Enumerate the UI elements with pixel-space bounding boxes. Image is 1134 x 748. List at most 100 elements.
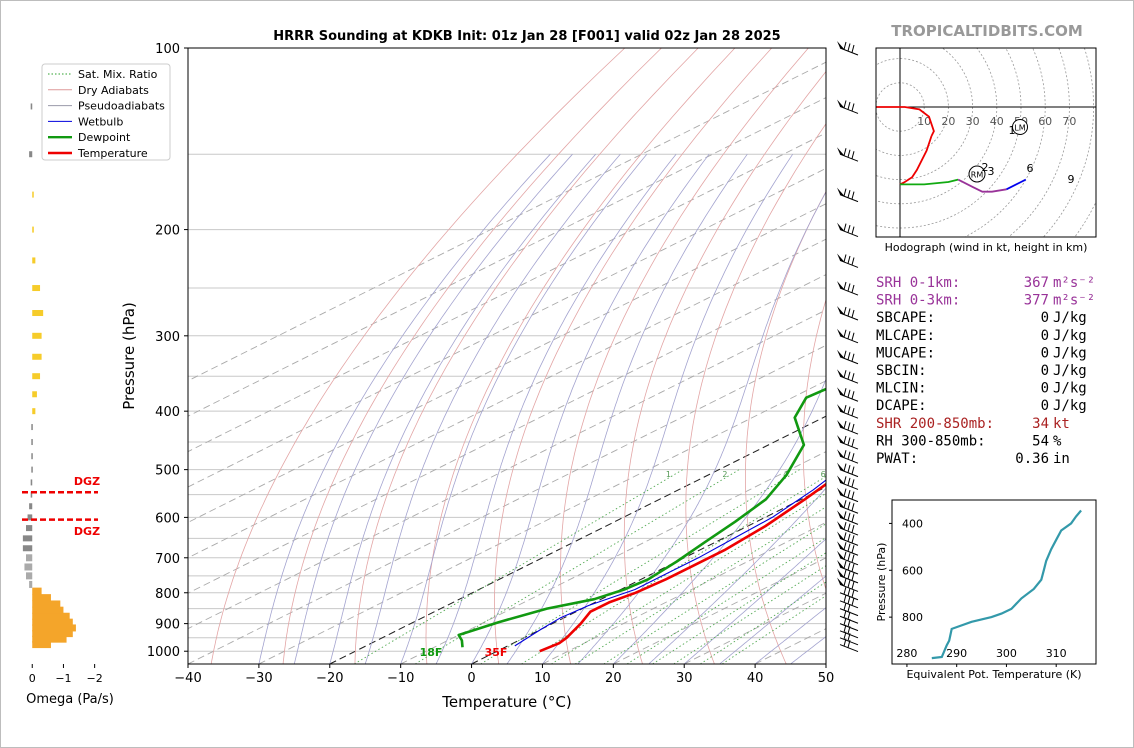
theta-e-x-tick-label: 300 <box>996 647 1017 660</box>
pseudoadiabat-line <box>719 575 826 664</box>
wind-barb <box>837 499 859 514</box>
index-unit: J/kg <box>1053 328 1087 344</box>
theta-e-x-tick-label: 290 <box>946 647 967 660</box>
pseudoadiabat-line <box>435 153 677 664</box>
x-tick-label: 50 <box>818 671 835 686</box>
y-tick-label: 200 <box>155 224 180 239</box>
mix-ratio-label: 24 <box>958 470 968 479</box>
pseudoadiabat-line <box>258 153 551 664</box>
series-wetbulb-line <box>514 479 826 647</box>
omega-bar <box>29 580 33 588</box>
wind-barb <box>837 462 859 478</box>
wind-barb <box>837 147 859 162</box>
mix-ratio-label: 36 <box>1003 470 1013 479</box>
index-label: MLCAPE: <box>876 328 935 344</box>
wind-barb <box>837 420 859 435</box>
index-unit: J/kg <box>1053 310 1087 326</box>
index-value: 0.36 <box>1015 451 1049 467</box>
wind-barb <box>837 222 859 238</box>
dry-adiabat-line <box>745 190 826 664</box>
index-label: MUCAPE: <box>876 345 935 361</box>
isotherm-line <box>188 97 826 417</box>
x-tick-label: −40 <box>174 671 201 686</box>
legend-item-label: Sat. Mix. Ratio <box>78 68 158 81</box>
x-tick-label: −10 <box>387 671 414 686</box>
theta-e-y-tick-label: 600 <box>902 564 923 577</box>
wind-barb <box>839 602 859 617</box>
omega-bar <box>32 408 36 415</box>
hodograph-trace-6-9km <box>957 178 1007 193</box>
hodograph-ring-label: 30 <box>966 115 980 128</box>
omega-bar <box>26 525 33 532</box>
wind-barb <box>837 187 859 203</box>
index-label: DCAPE: <box>876 398 927 414</box>
theta-e-y-label: Pressure (hPa) <box>875 543 888 622</box>
omega-bar <box>29 503 33 510</box>
omega-bar <box>32 226 34 233</box>
omega-bar <box>32 635 67 643</box>
index-value: 0 <box>1041 363 1049 379</box>
isotherm-line <box>329 415 826 664</box>
omega-bar <box>32 612 70 620</box>
omega-tick-label: −2 <box>87 672 103 685</box>
hodograph-trace-9-12km <box>1006 178 1027 191</box>
hodograph-frame <box>875 47 1097 238</box>
index-label: SRH 0-3km: <box>876 293 960 309</box>
hodograph-height-label: 2 <box>982 161 989 174</box>
mix-ratio-label: 30 <box>983 470 993 479</box>
omega-bar <box>22 535 33 542</box>
dry-adiabat-line <box>425 48 736 664</box>
hodograph-height-label: 3 <box>988 165 995 178</box>
x-tick-label: 20 <box>605 671 622 686</box>
index-unit: kt <box>1053 416 1070 432</box>
theta-e-frame <box>891 499 1097 665</box>
omega-bar <box>32 391 37 398</box>
wind-barb <box>837 99 859 114</box>
chart-title: HRRR Sounding at KDKB Init: 01z Jan 28 [… <box>273 29 780 44</box>
dry-adiabat-line <box>623 70 826 664</box>
hodograph-ring-label: 20 <box>941 115 955 128</box>
wind-barb <box>837 541 859 556</box>
pseudoadiabat-line <box>613 378 826 664</box>
mix-ratio-line <box>480 469 800 664</box>
y-tick-label: 600 <box>155 511 180 526</box>
theta-e-line <box>931 509 1082 660</box>
omega-bar <box>32 353 42 360</box>
index-label: PWAT: <box>876 451 918 467</box>
omega-bar <box>31 439 33 446</box>
omega-tick-label: 0 <box>29 672 36 685</box>
theta-e-x-tick-label: 310 <box>1046 647 1067 660</box>
omega-bar <box>32 641 51 649</box>
wind-barb <box>837 449 859 464</box>
wind-barb <box>837 41 859 56</box>
wind-barb <box>837 510 859 525</box>
omega-bar <box>26 572 33 580</box>
omega-bar <box>30 103 33 110</box>
omega-bar <box>32 618 73 626</box>
y-tick-label: 500 <box>155 464 180 479</box>
index-value: 0 <box>1041 398 1049 414</box>
omega-bar <box>32 624 76 632</box>
wind-barb <box>837 435 859 450</box>
x-axis-label: Temperature (°C) <box>441 693 571 711</box>
omega-bar <box>32 310 44 317</box>
pseudoadiabat-line <box>683 538 826 664</box>
hodograph-ring-label: 10 <box>917 115 931 128</box>
mix-ratio-label: 6 <box>821 470 826 479</box>
surface-temperature-label: 35F <box>485 646 508 659</box>
dry-adiabat-line <box>560 48 809 664</box>
wind-barb <box>837 531 859 546</box>
mix-ratio-label: 13 <box>894 470 904 479</box>
hodograph-height-label: 6 <box>1027 162 1034 175</box>
dry-adiabat-line <box>685 123 826 664</box>
omega-tick-label: −1 <box>55 672 71 685</box>
wind-barb <box>839 617 859 632</box>
isotherm-line <box>825 663 826 664</box>
omega-bar <box>31 466 33 473</box>
omega-bar <box>31 453 33 460</box>
wind-barb <box>839 638 859 653</box>
hodograph-trace-3-6km <box>900 178 959 186</box>
wind-barb <box>839 594 859 609</box>
mix-ratio-line <box>673 565 826 664</box>
y-tick-label: 100 <box>155 42 180 57</box>
